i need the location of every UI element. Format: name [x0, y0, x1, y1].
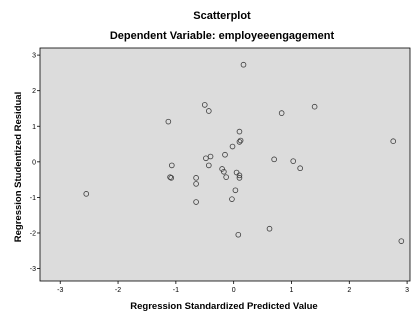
data-point	[311, 103, 318, 110]
data-point	[201, 102, 208, 108]
data-point	[235, 231, 242, 238]
data-point	[229, 143, 236, 150]
data-point	[169, 162, 175, 169]
x-tick-label: 1	[290, 287, 294, 294]
data-point	[193, 175, 199, 181]
data-point	[240, 61, 247, 68]
data-point	[236, 139, 243, 145]
x-axis-label: Regression Standardized Predicted Value	[130, 301, 317, 312]
x-tick-label: -1	[173, 287, 179, 294]
x-tick-label: 3	[405, 287, 409, 294]
y-tick-label: 1	[32, 124, 36, 131]
y-tick-label: -2	[30, 230, 36, 237]
chart-title: Scatterplot	[193, 10, 251, 22]
data-point	[233, 169, 240, 176]
data-point	[271, 156, 277, 163]
data-point	[203, 155, 209, 162]
y-tick-label: 3	[32, 53, 36, 60]
data-point	[237, 137, 244, 144]
y-tick-label: 2	[32, 88, 36, 95]
data-point	[229, 196, 235, 202]
data-point	[290, 158, 297, 164]
x-tick-label: 2	[347, 287, 351, 294]
data-point	[206, 162, 212, 169]
data-point	[193, 199, 199, 205]
data-point	[398, 238, 405, 244]
chart-subtitle: Dependent Variable: employeeengagement	[110, 30, 335, 42]
y-tick-label: -1	[30, 195, 36, 202]
axis-ticks: -3 -2 -1 0 1 2 3 3 2 1 0 -1 -2 -3	[30, 53, 409, 294]
data-point	[219, 166, 225, 172]
data-point	[232, 187, 239, 194]
data-point	[193, 181, 199, 187]
data-point	[236, 128, 243, 135]
data-point	[221, 168, 227, 175]
data-point	[222, 151, 228, 158]
data-point	[223, 174, 229, 180]
data-point	[167, 174, 173, 180]
data-point	[83, 191, 90, 197]
data-point	[207, 153, 214, 160]
data-points	[83, 61, 405, 244]
data-point	[168, 175, 175, 181]
data-point	[206, 108, 212, 114]
x-tick-label: -3	[57, 287, 63, 294]
plot-area	[39, 47, 411, 282]
x-tick-label: 0	[232, 287, 236, 294]
x-tick-label: -2	[115, 287, 121, 294]
y-axis-label: Regression Studentized Residual	[13, 92, 24, 242]
data-point	[165, 118, 172, 125]
data-point	[236, 175, 243, 181]
data-point	[278, 110, 285, 116]
y-tick-label: 0	[32, 159, 36, 166]
data-point	[390, 138, 397, 145]
y-tick-label: -3	[30, 266, 36, 273]
data-point	[236, 172, 243, 179]
data-point	[297, 165, 303, 172]
data-point	[266, 225, 273, 232]
